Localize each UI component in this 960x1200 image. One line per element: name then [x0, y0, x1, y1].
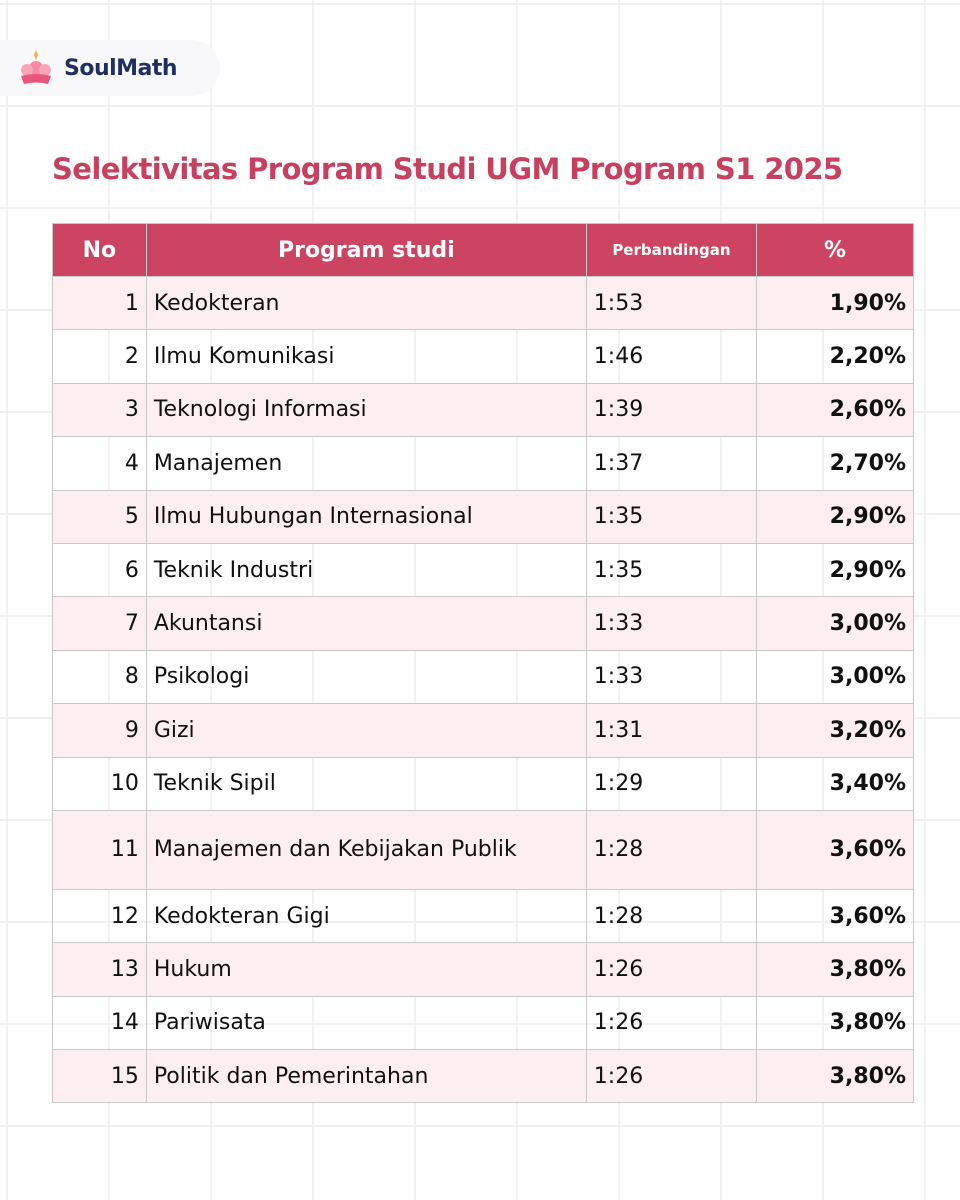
percentage: 3,60%: [756, 809, 914, 890]
table-row: 11 Manajemen dan Kebijakan Publik 1:28 3,60…: [52, 809, 914, 890]
column-header: Perbandingan: [585, 223, 758, 277]
program-name: Pariwisata: [145, 995, 587, 1051]
percentage: 1,90%: [756, 275, 914, 331]
program-name: Hukum: [145, 942, 587, 997]
row-number: 11: [52, 809, 147, 890]
program-name: Teknologi Informasi: [145, 382, 587, 438]
program-name: Kedokteran: [145, 275, 587, 331]
percentage: 2,20%: [756, 329, 914, 384]
percentage: 3,00%: [756, 649, 914, 705]
percentage: 2,90%: [756, 542, 914, 598]
header-row: No Program studi Perbandingan%: [52, 223, 914, 277]
ratio: 1:46: [585, 329, 758, 384]
ratio: 1:33: [585, 596, 758, 651]
ratio: 1:33: [585, 649, 758, 705]
ratio: 1:26: [585, 942, 758, 997]
percentage: 3,60%: [756, 888, 914, 944]
column-header: %: [756, 223, 914, 277]
ratio: 1:28: [585, 888, 758, 944]
row-number: 12: [52, 888, 147, 944]
ratio: 1:37: [585, 436, 758, 491]
percentage: 3,20%: [756, 703, 914, 758]
percentage: 2,90%: [756, 489, 914, 544]
ratio: 1:39: [585, 382, 758, 438]
percentage: 2,60%: [756, 382, 914, 438]
row-number: 6: [52, 542, 147, 598]
row-number: 2: [52, 329, 147, 384]
ratio: 1:31: [585, 703, 758, 758]
title: Selektivitas Program Studi UGM Program S…: [52, 152, 843, 186]
row-number: 3: [52, 382, 147, 438]
percentage: 3,80%: [756, 995, 914, 1051]
table-row: 15 Politik dan Pemerintahan 1:26 3,80%: [52, 1049, 914, 1104]
column-header: Program studi: [145, 223, 587, 277]
table-row: 13 Hukum 1:26 3,80%: [52, 942, 914, 997]
row-number: 9: [52, 703, 147, 758]
logo-text: SoulMath: [64, 55, 178, 81]
row-number: 14: [52, 995, 147, 1051]
program-name: Kedokteran Gigi: [145, 888, 587, 944]
program-name: Akuntansi: [145, 596, 587, 651]
table-row: 9 Gizi 1:31 3,20%: [52, 703, 914, 758]
ratio: 1:53: [585, 275, 758, 331]
column-header: No: [52, 223, 147, 277]
logo: SoulMath: [0, 40, 220, 96]
percentage: 3,00%: [756, 596, 914, 651]
table-row: 3 Teknologi Informasi 1:39 2,60%: [52, 382, 914, 438]
table-row: 10 Teknik Sipil 1:29 3,40%: [52, 756, 914, 811]
row-number: 5: [52, 489, 147, 544]
row-number: 4: [52, 436, 147, 491]
percentage: 3,80%: [756, 1049, 914, 1104]
ratio: 1:35: [585, 542, 758, 598]
ratio: 1:26: [585, 995, 758, 1051]
row-number: 10: [52, 756, 147, 811]
percentage: 2,70%: [756, 436, 914, 491]
row-number: 13: [52, 942, 147, 997]
table-row: 7 Akuntansi 1:33 3,00%: [52, 596, 914, 651]
logo-icon: [21, 50, 51, 84]
row-number: 1: [52, 275, 147, 331]
ratio: 1:35: [585, 489, 758, 544]
program-name: Manajemen: [145, 436, 587, 491]
program-name: Psikologi: [145, 649, 587, 705]
program-name: Ilmu Komunikasi: [145, 329, 587, 384]
percentage: 3,40%: [756, 756, 914, 811]
row-number: 7: [52, 596, 147, 651]
program-name: Politik dan Pemerintahan: [145, 1049, 587, 1104]
table-row: 1 Kedokteran 1:53 1,90%: [52, 275, 914, 331]
table-row: 5 Ilmu Hubungan Internasional 1:35 2,90%: [52, 489, 914, 544]
table-row: 6 Teknik Industri 1:35 2,90%: [52, 542, 914, 598]
ratio: 1:26: [585, 1049, 758, 1104]
table-row: 4 Manajemen 1:37 2,70%: [52, 436, 914, 491]
table-row: 14 Pariwisata 1:26 3,80%: [52, 995, 914, 1051]
program-name: Teknik Sipil: [145, 756, 587, 811]
ratio: 1:28: [585, 809, 758, 890]
program-name: Teknik Industri: [145, 542, 587, 598]
program-name: Gizi: [145, 703, 587, 758]
program-name: Ilmu Hubungan Internasional: [145, 489, 587, 544]
selectivity-table: No Program studi Perbandingan% 1 Kedokteran…: [52, 223, 914, 1104]
percentage: 3,80%: [756, 942, 914, 997]
ratio: 1:29: [585, 756, 758, 811]
table-row: 8 Psikologi 1:33 3,00%: [52, 649, 914, 705]
table-row: 2 Ilmu Komunikasi 1:46 2,20%: [52, 329, 914, 384]
row-number: 15: [52, 1049, 147, 1104]
table-row: 12 Kedokteran Gigi 1:28 3,60%: [52, 888, 914, 944]
row-number: 8: [52, 649, 147, 705]
program-name: Manajemen dan Kebijakan Publik: [145, 809, 587, 890]
